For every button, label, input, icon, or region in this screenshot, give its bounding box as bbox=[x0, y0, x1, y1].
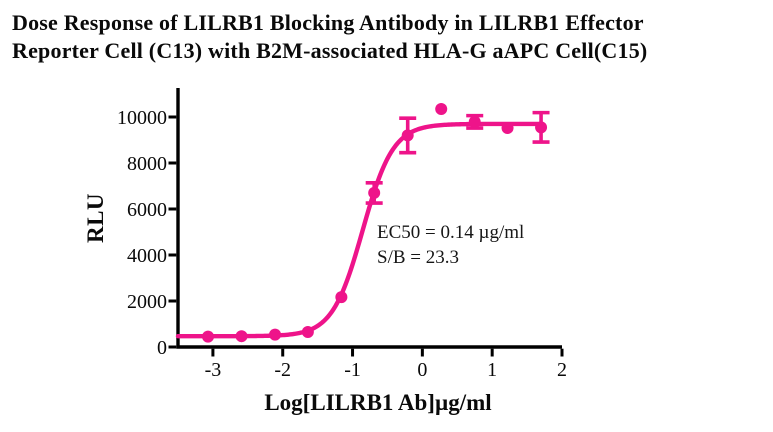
x-tick-label: -3 bbox=[205, 359, 222, 381]
data-point bbox=[435, 102, 448, 115]
x-tick-label: -1 bbox=[344, 359, 361, 381]
x-tick-label: 2 bbox=[557, 359, 567, 381]
y-tick-label: 10000 bbox=[117, 107, 167, 129]
x-axis-label: Log[LILRB1 Ab]µg/ml bbox=[264, 390, 492, 415]
y-tick-label: 4000 bbox=[127, 245, 167, 267]
y-tick-label: 6000 bbox=[127, 199, 167, 221]
data-point bbox=[335, 291, 348, 304]
data-point bbox=[468, 115, 481, 128]
x-tick-label: 0 bbox=[417, 359, 427, 381]
sb-ratio-value: S/B = 23.3 bbox=[377, 247, 459, 268]
y-tick-label: 8000 bbox=[127, 153, 167, 175]
data-point bbox=[368, 186, 381, 199]
figure-title: Dose Response of LILRB1 Blocking Antibod… bbox=[12, 9, 647, 65]
x-tick-label: 1 bbox=[487, 359, 497, 381]
data-point bbox=[269, 328, 282, 341]
fit-annotation: EC50 = 0.14 µg/ml S/B = 23.3 bbox=[377, 220, 524, 270]
x-tick-label: -2 bbox=[274, 359, 291, 381]
figure-title-line2: Reporter Cell (C13) with B2M-associated … bbox=[12, 38, 648, 63]
y-tick-label: 0 bbox=[157, 337, 167, 359]
data-point bbox=[235, 330, 248, 343]
figure-title-line1: Dose Response of LILRB1 Blocking Antibod… bbox=[12, 10, 644, 35]
data-point bbox=[535, 121, 548, 134]
y-tick-label: 2000 bbox=[127, 291, 167, 313]
data-point bbox=[401, 129, 414, 142]
data-point bbox=[301, 326, 314, 339]
data-point bbox=[202, 330, 215, 343]
ec50-value: EC50 = 0.14 µg/ml bbox=[377, 222, 525, 243]
y-axis-label: RLU bbox=[83, 192, 108, 244]
axes-frame bbox=[176, 88, 562, 349]
data-point bbox=[501, 122, 514, 135]
